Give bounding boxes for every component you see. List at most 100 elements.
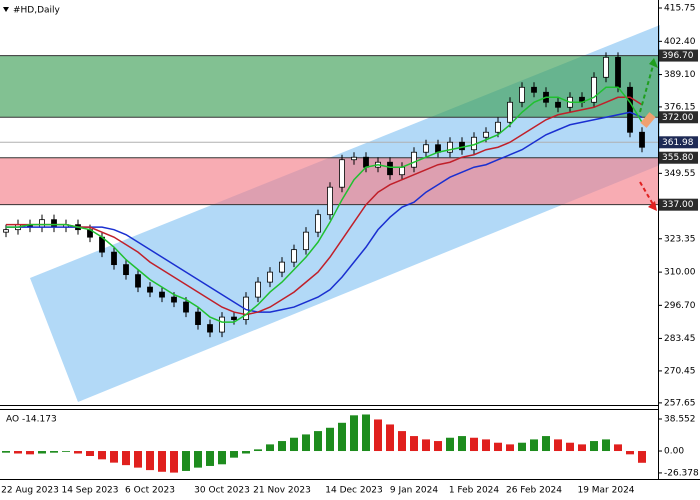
price-tag-label: 396.70 <box>662 51 694 61</box>
y-tick-label: 296.70 <box>664 301 696 311</box>
y-tick-label: 257.65 <box>664 398 696 408</box>
candle-body <box>591 76 597 103</box>
ao-bar <box>458 436 466 452</box>
price-tag-label: 337.00 <box>662 200 694 210</box>
ao-bar <box>290 437 298 452</box>
candle-body <box>351 156 357 161</box>
ao-bar <box>38 451 46 454</box>
x-tick-label: 19 Mar 2024 <box>577 486 634 496</box>
ao-bar <box>194 451 202 468</box>
x-tick-label: 14 Sep 2023 <box>61 486 118 496</box>
ao-bar <box>530 439 538 452</box>
y-tick-label: 323.35 <box>664 234 696 244</box>
candle-body <box>51 219 57 228</box>
moving-average <box>6 86 643 323</box>
candle-body <box>387 161 393 176</box>
candle-body <box>363 156 369 168</box>
x-tick-label: 21 Nov 2023 <box>253 486 311 496</box>
ao-bar <box>470 437 478 452</box>
x-tick-label: 26 Feb 2024 <box>506 486 562 496</box>
candle-body <box>147 286 153 293</box>
ao-bar <box>350 415 358 452</box>
candle-body <box>555 101 561 108</box>
candle-body <box>267 271 273 283</box>
ao-bar <box>494 442 502 452</box>
ao-bar <box>314 431 322 452</box>
y-tick-label: 283.45 <box>664 334 696 344</box>
price-tag <box>659 198 698 211</box>
candle-body <box>291 249 297 263</box>
ao-bar <box>122 451 130 466</box>
ao-bar <box>266 444 274 452</box>
ao-bar <box>590 441 598 452</box>
ao-bar <box>554 439 562 452</box>
y-tick-label: 349.55 <box>664 169 696 179</box>
price-tag-label: 361.98 <box>662 138 694 148</box>
ao-bar <box>338 422 346 452</box>
ao-bar <box>506 444 514 452</box>
candle-body <box>255 281 261 298</box>
zone <box>0 55 658 118</box>
indicator-title: AO -14.173 <box>6 415 57 425</box>
ao-bar <box>26 451 34 455</box>
ao-bar <box>98 451 106 460</box>
candle-body <box>339 159 345 188</box>
y-tick-label: 0.00 <box>664 447 684 457</box>
ao-bar <box>410 436 418 452</box>
candle-body <box>531 86 537 93</box>
candle-body <box>219 316 225 333</box>
ao-bar <box>386 424 394 452</box>
moving-average <box>6 96 643 316</box>
ao-bar <box>242 451 250 454</box>
candle-body <box>483 131 489 138</box>
ao-bar <box>170 451 178 473</box>
price-tag <box>659 111 698 124</box>
main-panel <box>0 52 658 338</box>
ao-bar <box>62 451 70 452</box>
candle-body <box>231 316 237 320</box>
y-tick-label: 415.75 <box>664 3 696 13</box>
ao-bar <box>578 444 586 452</box>
candle-body <box>495 121 501 133</box>
ao-bar <box>182 451 190 471</box>
candle-body <box>195 311 201 325</box>
ao-bar <box>50 451 58 453</box>
moving-average <box>6 111 643 313</box>
marker <box>640 112 656 128</box>
y-tick-label: 402.40 <box>664 37 696 47</box>
ao-bar <box>638 451 646 463</box>
x-tick-label: 22 Aug 2023 <box>1 486 59 496</box>
price-tag-label: 372.00 <box>662 113 694 123</box>
candle-body <box>159 291 165 298</box>
ao-bar <box>158 451 166 472</box>
candle-body <box>171 296 177 303</box>
ao-bar <box>254 449 262 452</box>
x-tick-label: 6 Oct 2023 <box>125 486 175 496</box>
ao-bar <box>398 431 406 452</box>
down-arrowhead <box>648 201 657 211</box>
ao-bar <box>518 442 526 452</box>
ao-bar <box>14 451 22 454</box>
ao-panel <box>2 414 646 473</box>
x-tick-label: 9 Jan 2024 <box>390 486 438 496</box>
x-tick-label: 30 Oct 2023 <box>194 486 250 496</box>
ao-bar <box>542 436 550 452</box>
ao-bar <box>302 434 310 452</box>
candle-body <box>111 251 117 266</box>
candle-body <box>123 264 129 276</box>
ao-bar <box>134 451 142 468</box>
ao-bar <box>326 427 334 452</box>
candle-body <box>399 166 405 176</box>
candle-body <box>207 324 213 333</box>
price-tag <box>659 151 698 164</box>
y-tick-label: 38.552 <box>664 415 696 425</box>
ao-bar <box>446 437 454 452</box>
candle-body <box>507 101 513 123</box>
ao-bar <box>206 451 214 466</box>
candle-body <box>519 86 525 103</box>
candle-body <box>627 86 633 133</box>
up-arrow <box>639 61 655 113</box>
y-tick-label: -26.378 <box>664 468 699 478</box>
ao-bar <box>422 439 430 452</box>
